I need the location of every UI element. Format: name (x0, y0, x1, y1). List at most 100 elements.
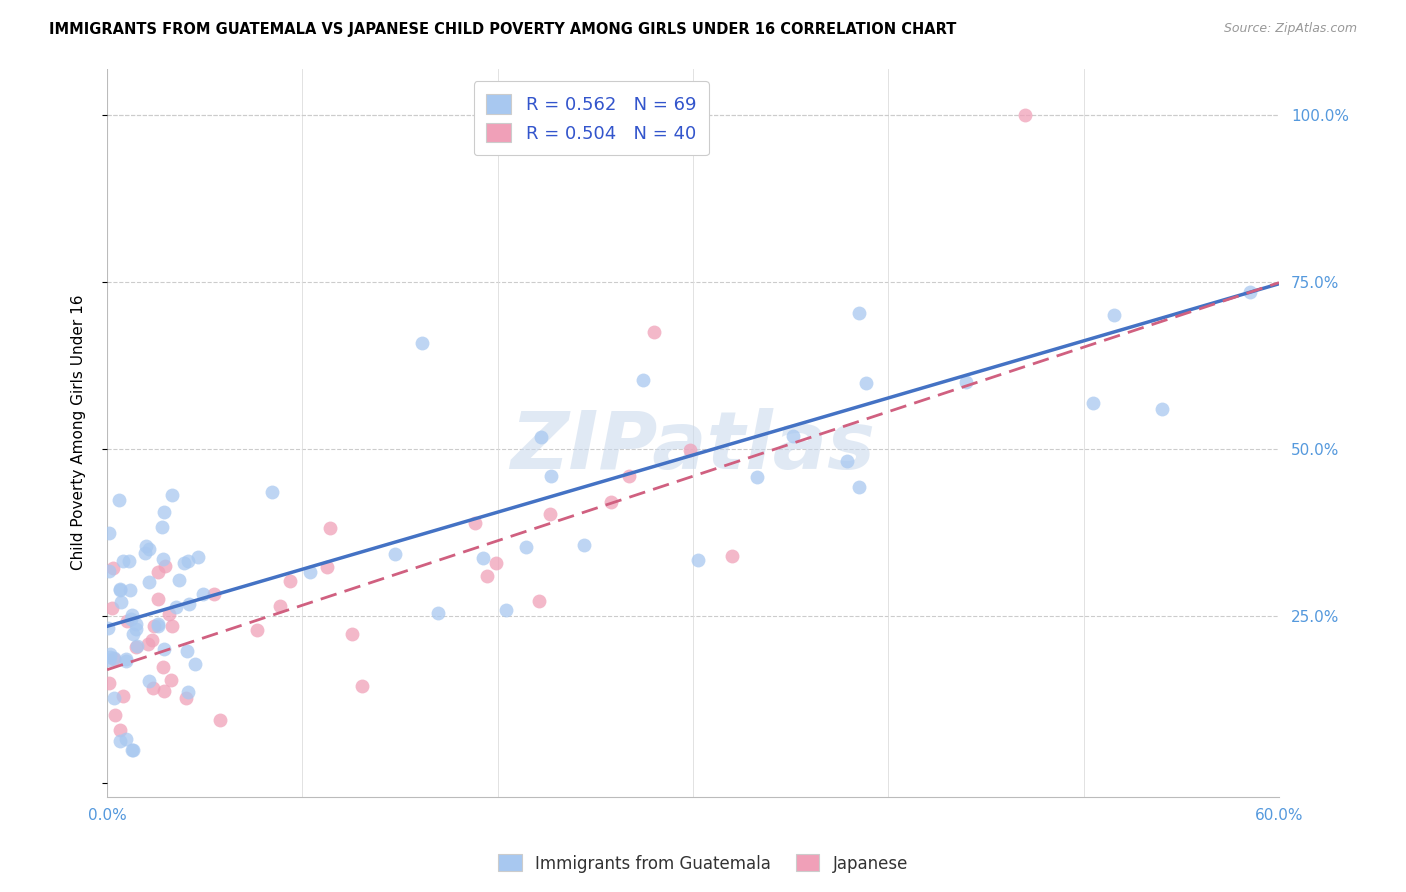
Point (103, 652, 125, 666)
Point (316, 559, 339, 574)
Point (269, 599, 291, 614)
Point (619, 469, 641, 483)
Point (104, 707, 127, 722)
Point (150, 520, 173, 534)
Point (540, 469, 562, 483)
Point (160, 619, 183, 633)
Point (120, 612, 142, 626)
Point (111, 689, 134, 703)
Point (108, 582, 131, 597)
Point (1083, 395, 1105, 409)
Point (176, 644, 198, 658)
Point (515, 541, 537, 555)
Text: IMMIGRANTS FROM GUATEMALA VS JAPANESE CHILD POVERTY AMONG GIRLS UNDER 16 CORRELA: IMMIGRANTS FROM GUATEMALA VS JAPANESE CH… (49, 22, 956, 37)
Text: ZIPatlas: ZIPatlas (510, 409, 876, 486)
Point (148, 619, 170, 633)
Point (187, 549, 209, 564)
Point (98, 676, 121, 690)
Point (138, 673, 160, 688)
Point (108, 723, 131, 738)
Point (411, 336, 433, 351)
Point (633, 373, 655, 387)
Point (485, 556, 508, 570)
Point (110, 582, 132, 597)
Point (114, 654, 136, 668)
Point (177, 554, 200, 568)
Point (686, 553, 709, 567)
Point (153, 641, 176, 656)
Point (125, 616, 148, 631)
Point (157, 607, 180, 621)
Point (141, 632, 163, 647)
Point (97, 621, 120, 635)
Point (121, 743, 143, 757)
Text: Source: ZipAtlas.com: Source: ZipAtlas.com (1223, 22, 1357, 36)
Point (115, 652, 138, 666)
Point (100, 600, 122, 615)
Point (121, 608, 143, 623)
Point (115, 731, 138, 746)
Point (136, 637, 159, 651)
Point (246, 623, 269, 637)
Point (643, 326, 665, 340)
Point (98, 647, 121, 661)
Point (108, 493, 131, 508)
Point (118, 554, 141, 568)
Point (193, 587, 215, 601)
Point (262, 485, 284, 500)
Legend: R = 0.562   N = 69, R = 0.504   N = 40: R = 0.562 N = 69, R = 0.504 N = 40 (474, 81, 709, 155)
Point (477, 569, 499, 583)
Point (110, 733, 132, 747)
Point (340, 626, 363, 640)
Point (115, 614, 138, 628)
Point (101, 561, 124, 575)
Point (97, 565, 120, 579)
Point (118, 583, 141, 598)
Point (122, 743, 145, 757)
Point (745, 470, 768, 484)
Point (160, 673, 183, 687)
Y-axis label: Child Poverty Among Girls Under 16: Child Poverty Among Girls Under 16 (72, 295, 86, 570)
Point (495, 603, 517, 617)
Point (855, 376, 877, 390)
Point (143, 619, 166, 633)
Point (384, 547, 406, 561)
Point (152, 660, 174, 674)
Point (1150, 402, 1173, 417)
Point (111, 554, 134, 568)
Point (1239, 285, 1261, 300)
Point (471, 550, 494, 565)
Point (848, 306, 870, 320)
Point (146, 592, 169, 607)
Point (135, 540, 157, 554)
Point (173, 557, 195, 571)
Point (319, 521, 342, 535)
Point (125, 639, 148, 653)
Point (152, 552, 174, 566)
Point (174, 690, 197, 705)
Point (97, 525, 120, 540)
Point (278, 574, 301, 589)
Legend: Immigrants from Guatemala, Japanese: Immigrants from Guatemala, Japanese (492, 847, 914, 880)
Point (103, 650, 125, 665)
Point (837, 454, 859, 468)
Point (426, 606, 449, 620)
Point (125, 640, 148, 654)
Point (142, 681, 165, 696)
Point (538, 507, 561, 521)
Point (122, 627, 145, 641)
Point (146, 565, 169, 579)
Point (177, 685, 200, 699)
Point (1102, 308, 1125, 322)
Point (155, 559, 177, 574)
Point (146, 616, 169, 631)
Point (103, 690, 125, 705)
Point (574, 537, 596, 551)
Point (955, 376, 977, 390)
Point (110, 595, 132, 609)
Point (352, 679, 374, 693)
Point (169, 573, 191, 587)
Point (720, 549, 742, 563)
Point (600, 495, 623, 509)
Point (153, 684, 176, 698)
